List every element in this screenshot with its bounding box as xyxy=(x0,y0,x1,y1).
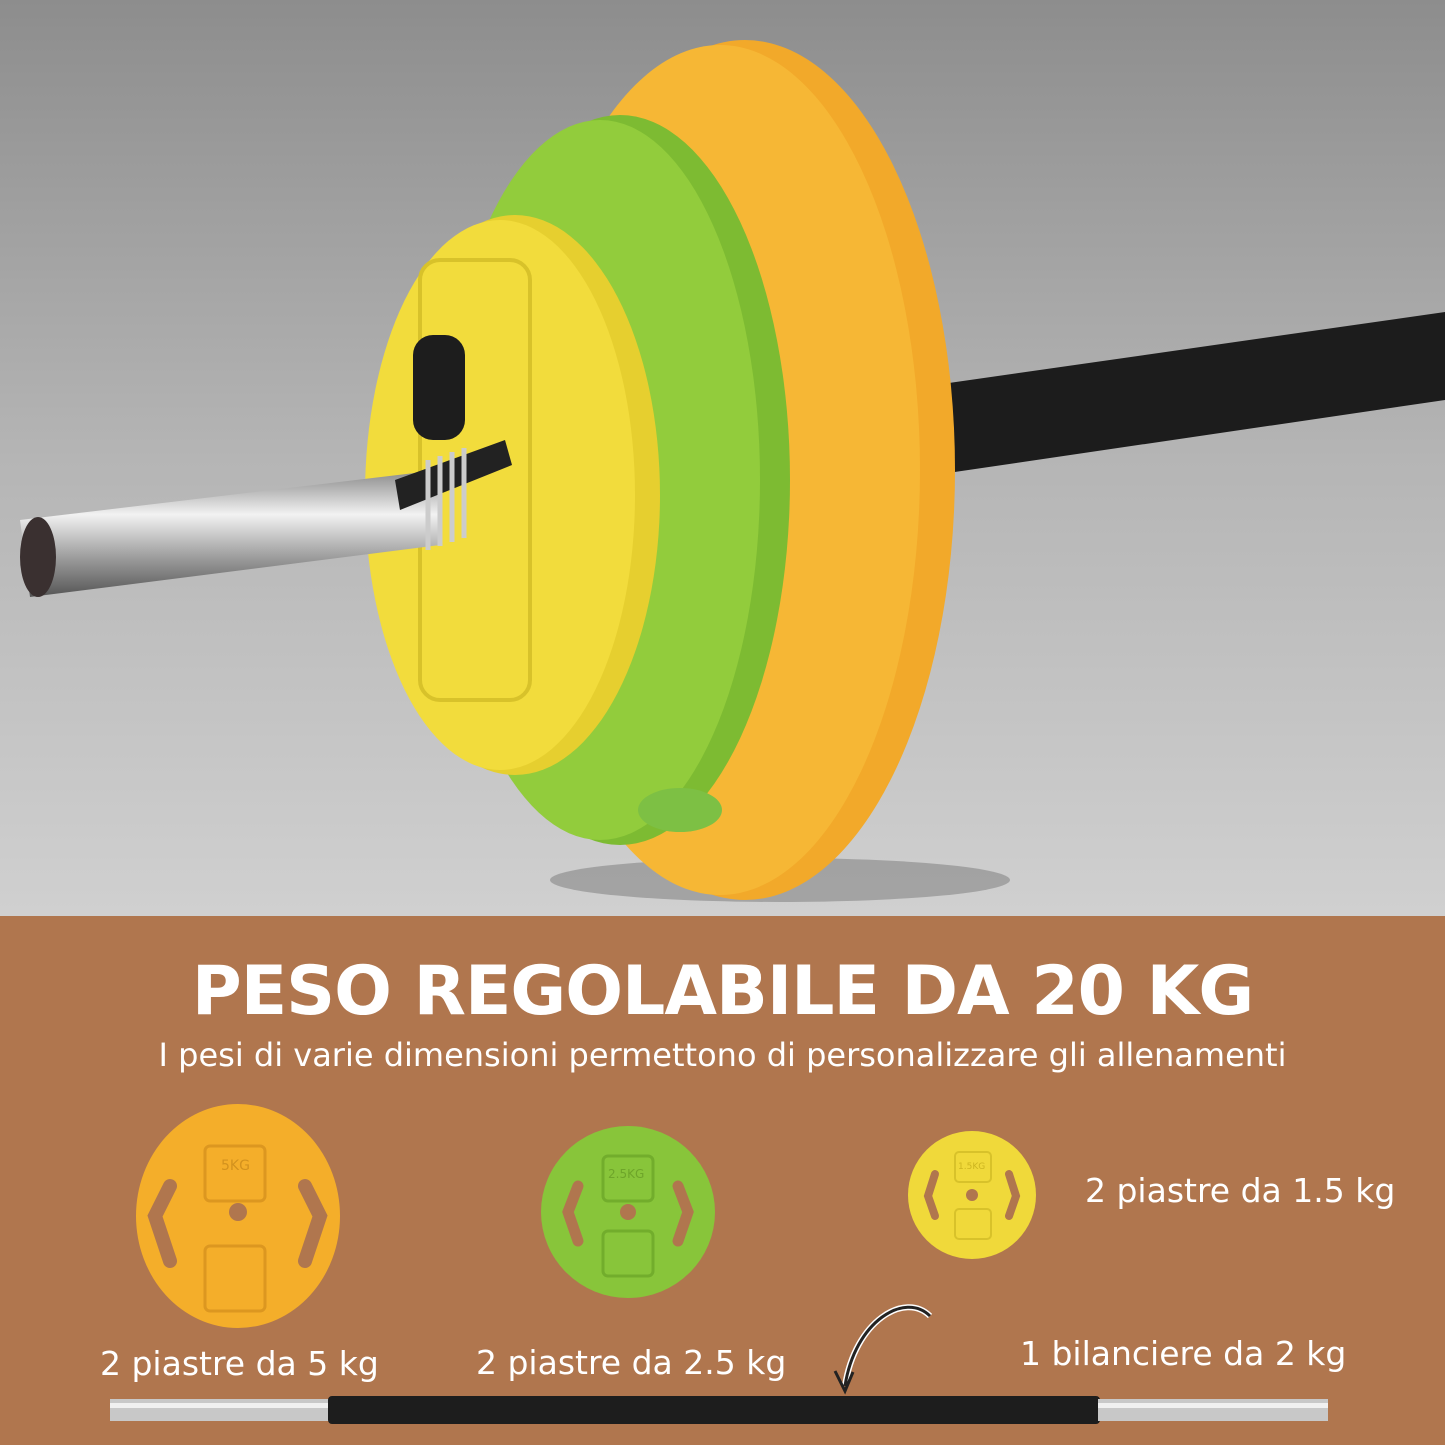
subheadline: I pesi di varie dimensioni permettono di… xyxy=(158,1036,1287,1074)
label-5kg-plates: 2 piastre da 5 kg xyxy=(100,1344,379,1383)
info-panel: 5KG 2.5KG 1.5KG PES xyxy=(0,916,1445,1445)
product-photo xyxy=(0,0,1445,916)
svg-text:5KG: 5KG xyxy=(221,1158,250,1174)
plate-2-5kg-image: 2.5KG xyxy=(541,1126,715,1298)
plate-5kg-image: 5KG xyxy=(136,1104,340,1328)
label-2-5kg-plates: 2 piastre da 2.5 kg xyxy=(476,1343,787,1382)
svg-text:2.5KG: 2.5KG xyxy=(608,1167,644,1181)
plate-1-5kg-image: 1.5KG xyxy=(908,1131,1036,1259)
product-components: 5KG 2.5KG 1.5KG xyxy=(110,1104,1328,1424)
bar-end xyxy=(20,470,440,597)
barbell-image xyxy=(110,1396,1328,1424)
headline: PESO REGOLABILE DA 20 KG xyxy=(191,952,1254,1031)
label-barbell: 1 bilanciere da 2 kg xyxy=(1020,1334,1347,1373)
bar-sleeve xyxy=(900,312,1445,480)
label-1-5kg-plates: 2 piastre da 1.5 kg xyxy=(1085,1171,1396,1210)
collar-clip xyxy=(413,335,465,440)
svg-text:1.5KG: 1.5KG xyxy=(958,1162,985,1172)
